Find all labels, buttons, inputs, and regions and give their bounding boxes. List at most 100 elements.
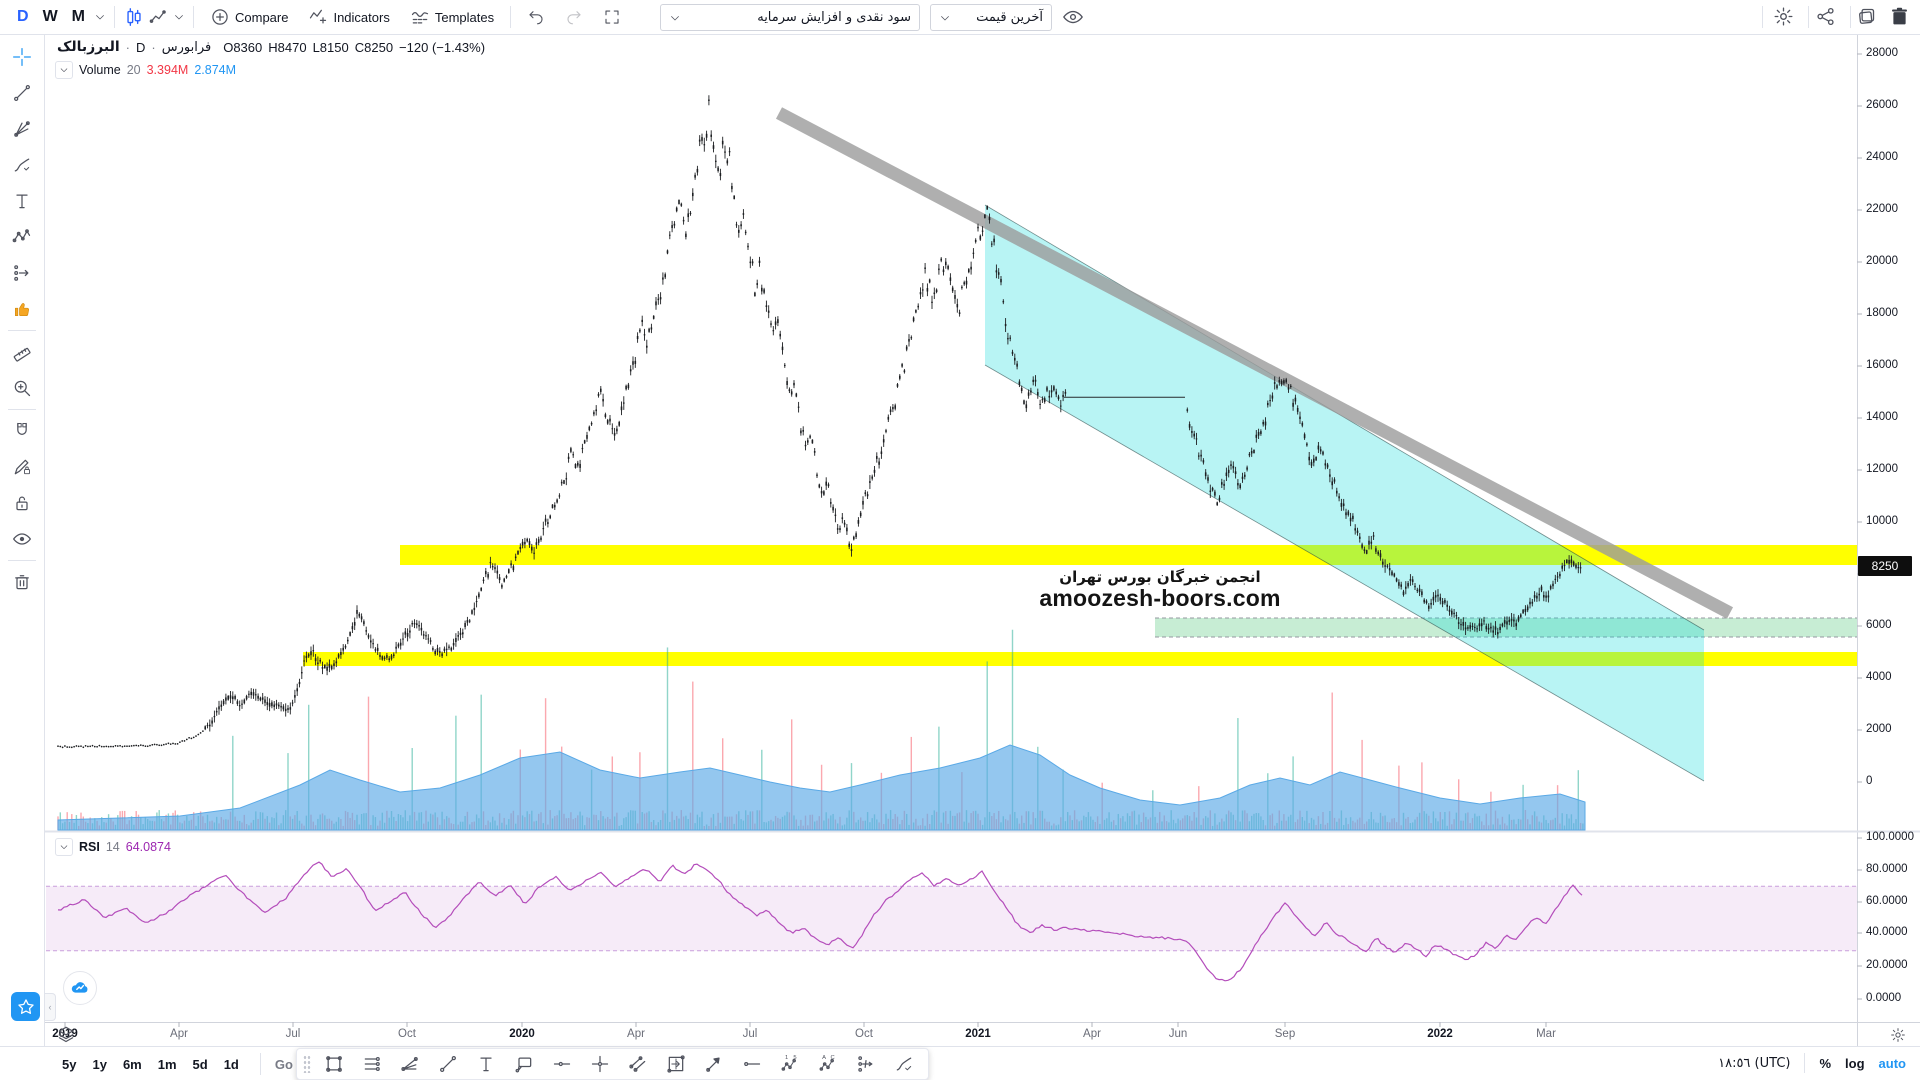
settings-gear-icon[interactable] <box>1773 6 1794 27</box>
timeframe-d-button[interactable]: D <box>17 8 29 25</box>
callout-tool-button[interactable] <box>506 1051 542 1077</box>
text-tool-tool-button[interactable] <box>5 183 39 219</box>
range-1d-button[interactable]: 1d <box>223 1056 239 1072</box>
range-1m-button[interactable]: 1m <box>157 1056 177 1072</box>
axis-tick-label: 2020 <box>509 1028 535 1040</box>
redo-button[interactable] <box>557 4 591 30</box>
cross-line-tool-button[interactable] <box>582 1051 618 1077</box>
top-toolbar: D W M Compare Indicators Templates <box>0 0 1920 35</box>
gann-fan-tool-button[interactable] <box>5 111 39 147</box>
time-axis[interactable] <box>45 1022 1857 1046</box>
chart-style-chevron-icon[interactable] <box>173 11 185 23</box>
volume-current-value: 2.874M <box>194 63 237 77</box>
axis-settings-button[interactable] <box>1890 1027 1906 1048</box>
svg-text:1: 1 <box>785 1055 788 1061</box>
svg-text:C: C <box>831 1055 835 1061</box>
adjustments-dropdown[interactable]: سود نقدی و افزایش سرمایه <box>660 4 920 31</box>
watermark-line2: amoozesh-boors.com <box>1039 584 1281 611</box>
magnet-tool-button[interactable] <box>5 413 39 449</box>
brush-tool-button[interactable] <box>5 147 39 183</box>
object-tree-button[interactable] <box>56 1024 76 1049</box>
auto-scale-button[interactable]: auto <box>1878 1055 1906 1071</box>
horizontal-line-tool-button[interactable] <box>544 1051 580 1077</box>
timeframe-m-button[interactable]: M <box>71 8 85 25</box>
timeframe-menu-chevron-icon[interactable] <box>94 11 106 23</box>
hide-all-tool-button[interactable] <box>5 521 39 557</box>
zoom-in-tool-button[interactable] <box>5 370 39 406</box>
toolbar-drag-handle[interactable] <box>303 1055 311 1073</box>
forecast-tool-button[interactable] <box>5 255 39 291</box>
drawing-lock-tool-button[interactable] <box>5 449 39 485</box>
fullscreen-button[interactable] <box>595 4 629 30</box>
price-mode-dropdown[interactable]: آخرین قیمت <box>930 4 1052 31</box>
range-1y-button[interactable]: 1y <box>92 1056 107 1072</box>
candlestick-style-icon[interactable] <box>123 6 145 28</box>
volume-collapse-button[interactable] <box>55 61 73 79</box>
ohlc-low: L8150 <box>312 39 349 55</box>
copy-layout-icon[interactable] <box>1856 6 1877 27</box>
crosshair-tool-button[interactable] <box>5 39 39 75</box>
platform-logo[interactable] <box>63 971 97 1005</box>
delete-trash-icon[interactable] <box>1889 6 1910 27</box>
axis-tick-label: 28000 <box>1866 47 1898 59</box>
axis-tick-label: 24000 <box>1866 151 1898 163</box>
share-icon[interactable] <box>1815 6 1836 27</box>
callout-tool-icon <box>514 1054 534 1074</box>
drawing-lock-icon <box>12 457 32 477</box>
timeframe-w-button[interactable]: W <box>42 8 58 25</box>
ray-tool-button[interactable] <box>734 1051 770 1077</box>
last-price-value: 8250 <box>1871 559 1899 573</box>
range-6m-button[interactable]: 6m <box>122 1056 142 1072</box>
symbol-timeframe[interactable]: D <box>136 39 146 55</box>
line-style-icon[interactable] <box>149 7 169 27</box>
symbol-exchange: فرابورس <box>161 39 212 55</box>
redo-icon <box>565 8 583 26</box>
ruler-icon <box>12 342 32 362</box>
trend-tool-button[interactable] <box>430 1051 466 1077</box>
fan-lines-tool-button[interactable] <box>392 1051 428 1077</box>
collapse-toolbar-handle[interactable]: ‹ <box>45 993 56 1021</box>
compare-button[interactable]: Compare <box>202 4 296 30</box>
favorites-star-button[interactable] <box>11 992 40 1021</box>
range-5d-button[interactable]: 5d <box>192 1056 208 1072</box>
rectangle-tool-button[interactable] <box>316 1051 352 1077</box>
rsi-collapse-button[interactable] <box>55 838 73 856</box>
visibility-eye-icon[interactable] <box>1062 6 1084 28</box>
arrow-tool-button[interactable] <box>696 1051 732 1077</box>
axis-tick-label: Sep <box>1274 1028 1296 1040</box>
ruler-tool-button[interactable] <box>5 334 39 370</box>
forecast-tool-button[interactable] <box>848 1051 884 1077</box>
undo-button[interactable] <box>519 4 553 30</box>
horizontal-lines-tool-button[interactable] <box>354 1051 390 1077</box>
indicators-button[interactable]: Indicators <box>300 4 397 30</box>
brush-tool-button[interactable] <box>886 1051 922 1077</box>
remove-all-tool-button[interactable] <box>5 564 39 600</box>
axis-tick-label: Jul <box>742 1028 758 1040</box>
lock-all-tool-button[interactable] <box>5 485 39 521</box>
xabcd-pattern-tool-button[interactable] <box>5 219 39 255</box>
axis-tick-label: Jun <box>1168 1028 1188 1040</box>
symbol-name[interactable]: البرزبالک <box>57 39 120 55</box>
templates-button[interactable]: Templates <box>402 4 502 30</box>
date-range-tool-button[interactable] <box>658 1051 694 1077</box>
thumb-up-tool-button[interactable] <box>5 291 39 327</box>
text-tool-button[interactable] <box>468 1051 504 1077</box>
axis-tick-label: 20.0000 <box>1866 959 1908 971</box>
magnet-icon <box>12 421 32 441</box>
lock-all-icon <box>12 493 32 513</box>
trend-line-tool-button[interactable] <box>5 75 39 111</box>
xabcd-pattern-icon <box>12 227 32 247</box>
axis-tick-label: 16000 <box>1866 359 1898 371</box>
volume-label: Volume <box>79 63 121 77</box>
percent-scale-button[interactable]: % <box>1819 1055 1832 1071</box>
parallel-channel-tool-button[interactable] <box>620 1051 656 1077</box>
log-scale-button[interactable]: log <box>1845 1055 1865 1071</box>
axis-tick-label: Apr <box>627 1028 645 1040</box>
range-5y-button[interactable]: 5y <box>62 1056 77 1072</box>
symbol-legend: البرزبالک · D · فرابورس O8360 H8470 L815… <box>57 39 485 55</box>
axis-tick-label: 60.0000 <box>1866 895 1908 907</box>
